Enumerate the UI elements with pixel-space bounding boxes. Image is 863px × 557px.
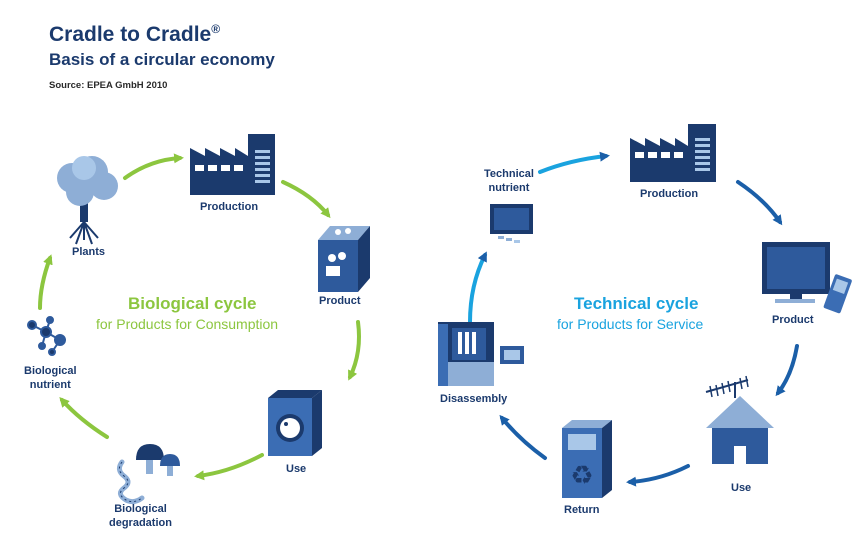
- arrow-use-to-return: [626, 464, 690, 487]
- bio-product-label: Product: [319, 295, 361, 307]
- bio-cycle-title: Biological cycle: [128, 294, 257, 313]
- recycle-bin-icon: ♻: [562, 420, 612, 498]
- registered-mark: ®: [211, 22, 221, 36]
- arrow-nutrient-to-plants: [38, 254, 53, 310]
- bio-plants-label: Plants: [72, 246, 106, 258]
- factory-icon: [190, 134, 275, 195]
- arrow-product-to-use: [775, 344, 799, 397]
- bio-degradation-label: Biological degradation: [109, 502, 172, 530]
- bio-nutrient-line1: Biological: [24, 365, 77, 377]
- molecule-icon: [27, 316, 66, 356]
- arrow-production-to-product: [736, 180, 783, 226]
- house-antenna-icon: [705, 375, 774, 464]
- arrow-nutrient-to-production: [538, 151, 610, 174]
- tech-nutrient-line2: nutrient: [488, 182, 530, 194]
- bio-cycle-subtitle: for Products for Consumption: [96, 316, 279, 332]
- product-box-icon: [318, 226, 370, 292]
- tech-use-label: Use: [731, 482, 752, 494]
- technical-nutrient-icon: [490, 204, 533, 243]
- tech-cycle-title: Technical cycle: [574, 294, 699, 313]
- recycle-icon: ♻: [570, 461, 593, 491]
- technical-arrows: [468, 151, 799, 487]
- arrow-use-to-degradation: [194, 453, 264, 481]
- mushroom-worm-icon: [116, 444, 180, 505]
- tv-phone-icon: [762, 242, 852, 314]
- tech-disassembly-label: Disassembly: [440, 393, 508, 405]
- arrow-plants-to-production: [123, 153, 184, 180]
- tree-icon: [57, 156, 118, 245]
- source-note: Source: EPEA GmbH 2010: [49, 80, 168, 91]
- disassembly-icon: [438, 322, 524, 386]
- tech-production-label: Production: [640, 188, 699, 200]
- tech-cycle-subtitle: for Products for Service: [557, 316, 704, 332]
- washing-machine-icon: [268, 390, 322, 456]
- arrow-degradation-to-nutrient: [59, 397, 109, 439]
- tech-nutrient-label: Technical nutrient: [484, 167, 534, 195]
- arrow-product-to-use: [348, 320, 361, 381]
- tech-nutrient-line1: Technical: [484, 168, 534, 180]
- bio-nutrient-label: Biological nutrient: [24, 364, 77, 392]
- factory-icon: [630, 124, 716, 182]
- arrow-return-to-disassembly: [499, 414, 547, 460]
- bio-production-label: Production: [200, 201, 259, 213]
- arrow-production-to-product: [281, 180, 331, 219]
- tech-product-label: Product: [772, 314, 814, 326]
- tech-return-label: Return: [564, 504, 600, 516]
- bio-nutrient-line2: nutrient: [29, 379, 71, 391]
- bio-use-label: Use: [286, 463, 307, 475]
- page-subtitle: Basis of a circular economy: [49, 50, 275, 69]
- bio-degradation-line1: Biological: [114, 503, 167, 515]
- arrow-disassembly-to-nutrient: [468, 251, 487, 324]
- biological-arrows: [38, 153, 361, 481]
- bio-degradation-line2: degradation: [109, 517, 172, 529]
- page-title: Cradle to Cradle®: [49, 22, 221, 46]
